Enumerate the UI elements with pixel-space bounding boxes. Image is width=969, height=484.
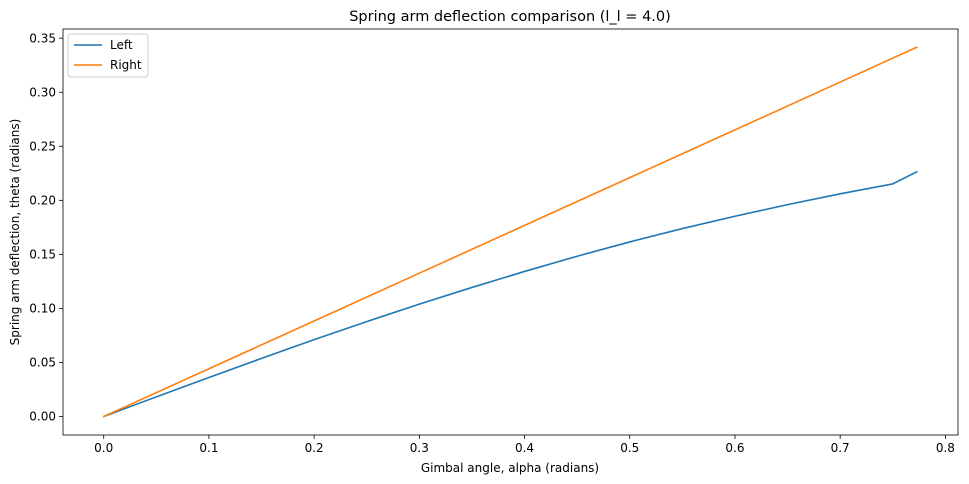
legend-label-right: Right bbox=[110, 58, 142, 72]
x-axis-label: Gimbal angle, alpha (radians) bbox=[421, 461, 599, 475]
x-axis-ticks: 0.0 0.1 0.2 0.3 0.4 0.5 0.6 0.7 0.8 bbox=[94, 435, 955, 455]
x-tick-label: 0.7 bbox=[831, 441, 850, 455]
y-tick-label: 0.20 bbox=[29, 194, 56, 208]
legend-items: Left Right bbox=[74, 38, 142, 72]
y-tick-label: 0.00 bbox=[29, 410, 56, 424]
x-tick-label: 0.3 bbox=[410, 441, 429, 455]
chart-title: Spring arm deflection comparison (l_l = … bbox=[349, 9, 671, 25]
x-tick-label: 0.5 bbox=[620, 441, 639, 455]
y-axis-label: Spring arm deflection, theta (radians) bbox=[8, 119, 22, 346]
series-layer bbox=[102, 46, 918, 418]
y-tick-label: 0.15 bbox=[29, 248, 56, 262]
y-tick-label: 0.10 bbox=[29, 302, 56, 316]
y-tick-label: 0.05 bbox=[29, 356, 56, 370]
legend: Left Right bbox=[67, 33, 149, 78]
axes-frame bbox=[62, 28, 959, 436]
x-tick-label: 0.1 bbox=[199, 441, 218, 455]
plot-area bbox=[62, 28, 959, 436]
x-tick-label: 0.4 bbox=[515, 441, 534, 455]
x-tick-label: 0.6 bbox=[725, 441, 744, 455]
y-axis-ticks: 0.00 0.05 0.10 0.15 0.20 0.25 0.30 0.35 bbox=[29, 31, 63, 424]
legend-label-left: Left bbox=[110, 38, 133, 52]
y-tick-label: 0.25 bbox=[29, 139, 56, 153]
series-line-right bbox=[102, 46, 918, 418]
x-tick-label: 0.2 bbox=[305, 441, 324, 455]
x-tick-label: 0.0 bbox=[94, 441, 113, 455]
y-tick-label: 0.35 bbox=[29, 31, 56, 45]
series-line-left bbox=[102, 170, 918, 418]
x-tick-label: 0.8 bbox=[936, 441, 955, 455]
y-tick-label: 0.30 bbox=[29, 85, 56, 99]
